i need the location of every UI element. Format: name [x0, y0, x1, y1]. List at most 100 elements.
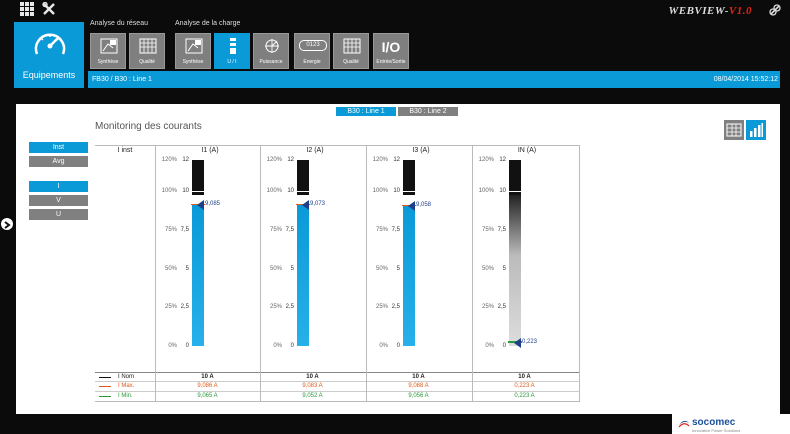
pct-tick-label: 120% — [161, 157, 177, 163]
pct-tick-label: 75% — [375, 226, 388, 233]
breadcrumb-path: FB30 / B30 : Line 1 — [92, 76, 152, 83]
pct-tick-label: 100% — [478, 188, 494, 194]
breadcrumb: FB30 / B30 : Line 1 08/04/2014 15:52:12 — [88, 71, 780, 88]
value-tick-label: 12 — [182, 157, 189, 163]
quantity-u-button[interactable]: U — [29, 209, 88, 220]
value-tick-label: 5 — [185, 265, 189, 272]
line-tab-1[interactable]: B30 : Line 1 — [336, 107, 396, 116]
legend-line — [99, 396, 111, 397]
mode-avg-button[interactable]: Avg — [29, 156, 88, 167]
quantity-i-button[interactable]: I — [29, 181, 88, 192]
pct-tick-label: 120% — [372, 157, 388, 163]
table-cell: 0,223 A — [514, 383, 535, 389]
group-label-load: Analyse de la charge — [175, 20, 241, 27]
value-marker-icon — [514, 337, 521, 348]
value-tick-label: 7,5 — [285, 226, 294, 233]
row-label: I Nom — [118, 374, 135, 380]
grid-menu-icon[interactable] — [20, 2, 34, 16]
tab-network-synthesis[interactable]: Synthèse — [90, 33, 126, 69]
pct-tick-label: 100% — [266, 188, 282, 194]
pct-tick-label: 50% — [375, 265, 388, 272]
tab-load-quality[interactable]: Qualité — [333, 33, 369, 69]
pct-tick-label: 25% — [164, 304, 177, 311]
pct-tick-label: 50% — [269, 265, 282, 272]
table-row-sep — [95, 391, 580, 392]
value-tick-label: 12 — [499, 157, 506, 163]
tab-load-io[interactable]: I/O Entrée/Sortie — [373, 33, 409, 69]
value-tick-label: 10 — [182, 188, 189, 194]
tab-load-energy[interactable]: 0123 Energie — [294, 33, 330, 69]
tools-icon[interactable] — [42, 2, 56, 16]
table-cell: 9,065 A — [197, 393, 218, 399]
table-cell: 9,056 A — [408, 393, 429, 399]
table-cell: 9,083 A — [302, 383, 323, 389]
value-label: 0,223 — [522, 338, 538, 345]
value-label: 9,058 — [416, 201, 432, 208]
value-tick-label: 0 — [396, 343, 400, 349]
value-tick-label: 2,5 — [180, 304, 189, 311]
table-corner-label: I inst — [117, 147, 133, 154]
pct-tick-label: 75% — [269, 226, 282, 233]
value-tick-label: 10 — [393, 188, 400, 194]
table-cell: 9,088 A — [408, 383, 429, 389]
tab-load-ui[interactable]: U / I — [214, 33, 250, 69]
pct-tick-label: 75% — [164, 226, 177, 233]
legend-line — [99, 377, 111, 378]
value-marker-icon — [408, 200, 415, 211]
gauge-dial-icon — [34, 33, 66, 55]
synthesis-icon — [100, 38, 118, 54]
column-header: I1 (A) — [201, 147, 219, 154]
line-tab-2[interactable]: B30 : Line 2 — [398, 107, 458, 116]
column-header: IN (A) — [517, 147, 537, 154]
tab-load-power[interactable]: Puissance — [253, 33, 289, 69]
expand-arrow-icon[interactable] — [1, 218, 13, 230]
value-tick-label: 5 — [396, 265, 400, 272]
value-tick-label: 7,5 — [391, 226, 400, 233]
gauge-overrange-zone — [192, 160, 204, 195]
pct-tick-label: 0% — [485, 343, 494, 349]
value-tick-label: 0 — [502, 343, 506, 349]
gauge-overrange-zone — [297, 160, 309, 195]
table-row-sep — [95, 381, 580, 382]
synthesis-icon — [185, 38, 203, 54]
table-cell: 10 A — [412, 374, 425, 380]
value-tick-label: 0 — [290, 343, 294, 349]
table-cell: 10 A — [201, 374, 214, 380]
gauge-nominal-line — [402, 191, 416, 192]
quantity-v-button[interactable]: V — [29, 195, 88, 206]
io-icon: I/O — [381, 39, 401, 55]
bar-view-icon[interactable] — [746, 120, 766, 140]
table-rows-border — [95, 372, 580, 373]
gauge-nominal-line — [296, 191, 310, 192]
pct-tick-label: 100% — [161, 188, 177, 194]
group-label-network: Analyse du réseau — [90, 20, 148, 27]
value-tick-label: 0 — [185, 343, 189, 349]
table-top-border — [95, 145, 580, 146]
value-marker-icon — [197, 200, 204, 211]
pct-tick-label: 25% — [481, 304, 494, 311]
col-sep — [472, 145, 473, 401]
pct-tick-label: 120% — [266, 157, 282, 163]
socomec-mark-icon — [678, 420, 690, 428]
mode-inst-button[interactable]: Inst — [29, 142, 88, 153]
brand-title: WEBVIEW-V1.0 — [668, 5, 752, 17]
power-vector-icon — [265, 39, 279, 53]
socomec-logo: socomec Innovative Power Solutions — [672, 414, 790, 434]
pct-tick-label: 25% — [375, 304, 388, 311]
gauge-nominal-line — [508, 191, 522, 192]
disconnect-icon[interactable] — [768, 3, 782, 17]
table-view-icon[interactable] — [724, 120, 744, 140]
col-sep — [155, 145, 156, 401]
equipment-button[interactable]: Equipements — [14, 22, 84, 88]
pct-tick-label: 50% — [164, 265, 177, 272]
pct-tick-label: 0% — [273, 343, 282, 349]
pct-tick-label: 120% — [478, 157, 494, 163]
pct-tick-label: 0% — [168, 343, 177, 349]
page-title: Monitoring des courants — [95, 121, 202, 132]
value-tick-label: 7,5 — [180, 226, 189, 233]
col-sep — [366, 145, 367, 401]
pct-tick-label: 100% — [372, 188, 388, 194]
tab-network-quality[interactable]: Qualité — [129, 33, 165, 69]
tab-load-synthesis[interactable]: Synthèse — [175, 33, 211, 69]
ui-bars-icon — [230, 38, 236, 54]
